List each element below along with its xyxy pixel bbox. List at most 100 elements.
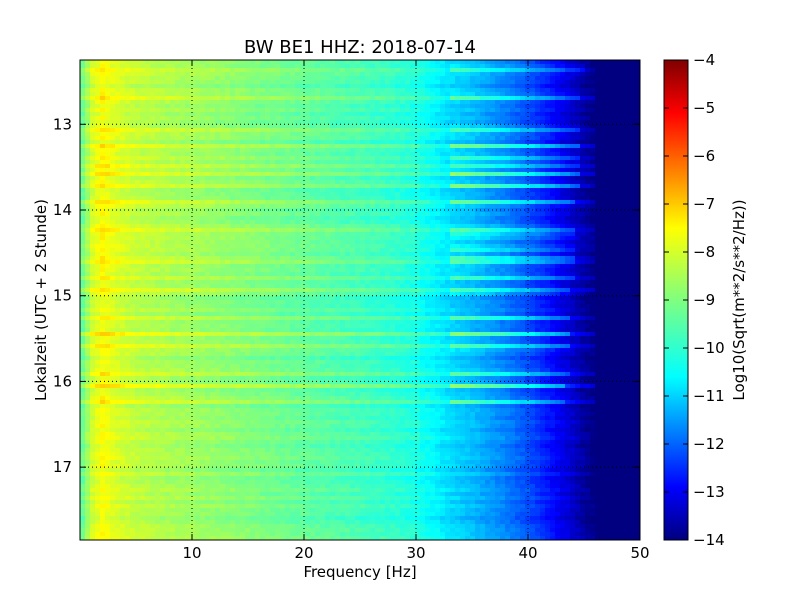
heatmap-cell (465, 132, 471, 137)
heatmap-cell (405, 228, 411, 233)
heatmap-cell (515, 76, 521, 81)
heatmap-cell (550, 128, 556, 133)
heatmap-cell (275, 152, 281, 157)
heatmap-cell (85, 228, 91, 233)
heatmap-cell (435, 124, 441, 129)
heatmap-cell (240, 164, 246, 169)
heatmap-cell (120, 192, 126, 197)
heatmap-cell (320, 192, 326, 197)
heatmap-cell (185, 124, 191, 129)
heatmap-cell (415, 112, 421, 117)
heatmap-cell (620, 176, 626, 181)
heatmap-cell (105, 140, 111, 145)
heatmap-cell (170, 144, 176, 149)
heatmap-cell (175, 60, 181, 65)
heatmap-cell (355, 100, 361, 105)
heatmap-cell (415, 212, 421, 217)
heatmap-cell (100, 64, 106, 69)
heatmap-cell (170, 200, 176, 205)
heatmap-cell (195, 172, 201, 177)
heatmap-cell (450, 212, 456, 217)
heatmap-cell (470, 136, 476, 141)
heatmap-cell (145, 72, 151, 77)
heatmap-cell (395, 76, 401, 81)
heatmap-cell (520, 160, 526, 165)
heatmap-cell (545, 140, 551, 145)
heatmap-cell (180, 196, 186, 201)
heatmap-cell (510, 216, 516, 221)
heatmap-cell (475, 72, 481, 77)
heatmap-cell (375, 96, 381, 101)
heatmap-cell (225, 180, 231, 185)
heatmap-cell (180, 144, 186, 149)
heatmap-cell (525, 188, 531, 193)
heatmap-cell (570, 212, 576, 217)
heatmap-cell (585, 232, 591, 237)
heatmap-cell (595, 200, 601, 205)
heatmap-cell (500, 172, 506, 177)
heatmap-cell (615, 204, 621, 209)
heatmap-cell (315, 148, 321, 153)
heatmap-cell (200, 68, 206, 73)
heatmap-cell (475, 208, 481, 213)
heatmap-cell (465, 216, 471, 221)
heatmap-cell (265, 116, 271, 121)
heatmap-cell (595, 60, 601, 65)
heatmap-cell (140, 144, 146, 149)
heatmap-cell (460, 104, 466, 109)
heatmap-cell (240, 68, 246, 73)
heatmap-cell (530, 80, 536, 85)
heatmap-cell (185, 140, 191, 145)
heatmap-cell (630, 164, 636, 169)
heatmap-cell (485, 208, 491, 213)
heatmap-cell (615, 160, 621, 165)
heatmap-cell (585, 128, 591, 133)
heatmap-cell (150, 220, 156, 225)
heatmap-cell (600, 212, 606, 217)
heatmap-cell (125, 152, 131, 157)
heatmap-cell (535, 148, 541, 153)
heatmap-cell (210, 128, 216, 133)
heatmap-cell (180, 84, 186, 89)
chart-title: BW BE1 HHZ: 2018-07-14 (244, 37, 476, 58)
heatmap-cell (405, 84, 411, 89)
heatmap-cell (110, 144, 116, 149)
heatmap-cell (150, 136, 156, 141)
heatmap-cell (515, 188, 521, 193)
heatmap-cell (595, 128, 601, 133)
heatmap-cell (275, 180, 281, 185)
heatmap-cell (600, 208, 606, 213)
heatmap-cell (355, 188, 361, 193)
heatmap-cell (340, 108, 346, 113)
heatmap-cell (445, 188, 451, 193)
heatmap-cell (580, 176, 586, 181)
heatmap-cell (455, 160, 461, 165)
heatmap-cell (560, 224, 566, 229)
heatmap-cell (480, 176, 486, 181)
heatmap-cell (100, 108, 106, 113)
heatmap-cell (435, 172, 441, 177)
heatmap-cell (535, 84, 541, 89)
heatmap-cell (195, 168, 201, 173)
heatmap-cell (245, 108, 251, 113)
heatmap-cell (585, 156, 591, 161)
heatmap-cell (165, 188, 171, 193)
heatmap-cell (230, 164, 236, 169)
heatmap-cell (450, 80, 456, 85)
heatmap-cell (410, 160, 416, 165)
heatmap-cell (135, 164, 141, 169)
heatmap-cell (255, 160, 261, 165)
heatmap-cell (575, 64, 581, 69)
heatmap-cell (325, 180, 331, 185)
heatmap-cell (595, 152, 601, 157)
heatmap-cell (235, 220, 241, 225)
heatmap-cell (145, 80, 151, 85)
heatmap-cell (470, 60, 476, 65)
heatmap-cell (590, 64, 596, 69)
heatmap-cell (605, 192, 611, 197)
heatmap-cell (545, 124, 551, 129)
heatmap-cell (230, 156, 236, 161)
heatmap-cell (465, 212, 471, 217)
heatmap-cell (120, 112, 126, 117)
heatmap-cell (560, 96, 566, 101)
